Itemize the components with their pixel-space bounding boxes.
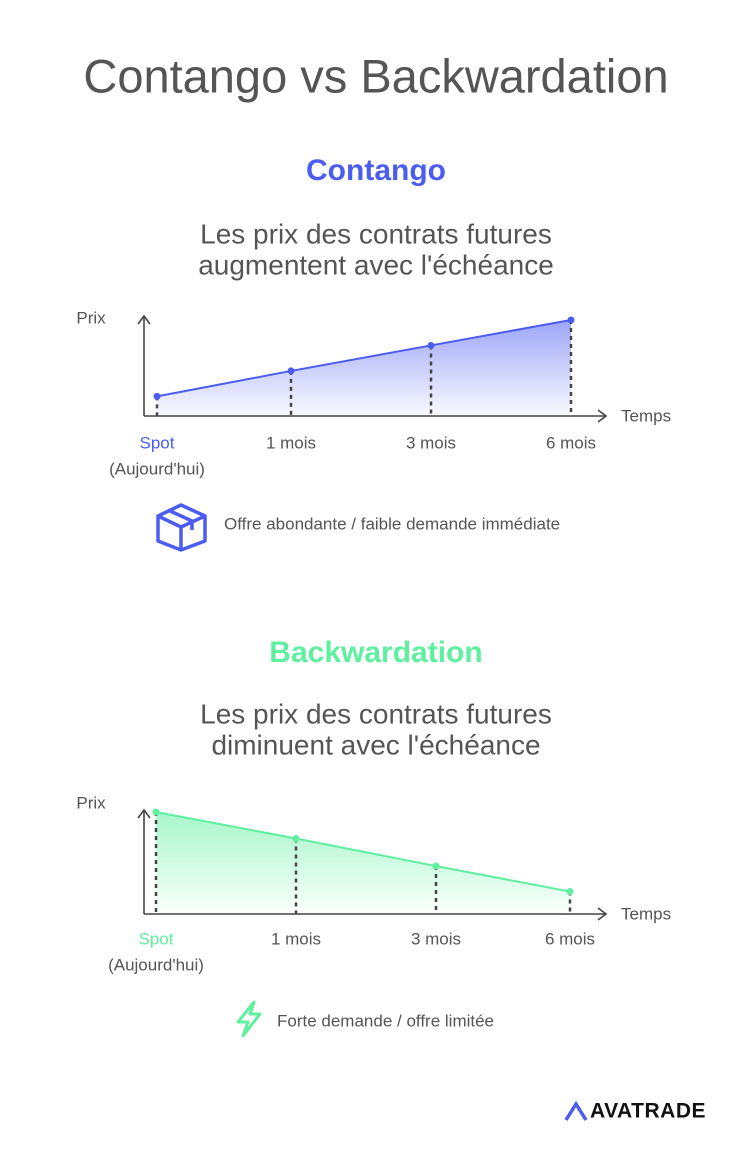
x-tick-label: 6 mois bbox=[545, 929, 595, 948]
y-axis-label: Prix bbox=[76, 308, 106, 327]
subtitle: diminuent avec l'échéance bbox=[211, 729, 540, 760]
subtitle: Les prix des contrats futures bbox=[200, 218, 552, 249]
x-tick-label: 1 mois bbox=[266, 433, 316, 452]
x-axis-label: Temps bbox=[621, 904, 671, 923]
x-axis-arrow bbox=[597, 907, 608, 921]
box-icon bbox=[156, 503, 207, 552]
point bbox=[152, 808, 160, 816]
spot-note: (Aujourd'hui) bbox=[108, 955, 204, 974]
area bbox=[157, 319, 571, 416]
x-tick-label: Spot bbox=[139, 929, 174, 948]
page-title: Contango vs Backwardation bbox=[83, 49, 668, 102]
y-axis-arrow bbox=[137, 314, 151, 325]
section-title: Contango bbox=[306, 154, 446, 187]
note: Offre abondante / faible demande immédia… bbox=[224, 514, 560, 533]
x-tick-label: 6 mois bbox=[546, 433, 596, 452]
area bbox=[156, 812, 570, 914]
point bbox=[566, 888, 574, 896]
spot-note: (Aujourd'hui) bbox=[109, 459, 205, 478]
point bbox=[287, 367, 295, 375]
subtitle: Les prix des contrats futures bbox=[200, 698, 552, 729]
x-tick-label: 1 mois bbox=[271, 929, 321, 948]
point bbox=[567, 316, 575, 324]
bolt-icon bbox=[236, 1000, 262, 1038]
x-axis-label: Temps bbox=[621, 406, 671, 425]
x-tick-label: Spot bbox=[140, 433, 175, 452]
note: Forte demande / offre limitée bbox=[277, 1011, 494, 1030]
point bbox=[432, 862, 440, 870]
point bbox=[427, 341, 435, 349]
x-axis-arrow bbox=[597, 409, 608, 423]
section-title: Backwardation bbox=[269, 636, 482, 669]
y-axis-label: Prix bbox=[76, 793, 106, 812]
subtitle: augmentent avec l'échéance bbox=[198, 249, 554, 280]
price-line bbox=[155, 811, 571, 893]
x-tick-label: 3 mois bbox=[411, 929, 461, 948]
y-axis-arrow bbox=[137, 808, 151, 819]
logo: AVATRADE bbox=[590, 1100, 706, 1123]
price-line bbox=[156, 318, 572, 398]
point bbox=[153, 392, 161, 400]
point bbox=[292, 835, 300, 843]
x-tick-label: 3 mois bbox=[406, 433, 456, 452]
logo-mark bbox=[564, 1100, 588, 1121]
